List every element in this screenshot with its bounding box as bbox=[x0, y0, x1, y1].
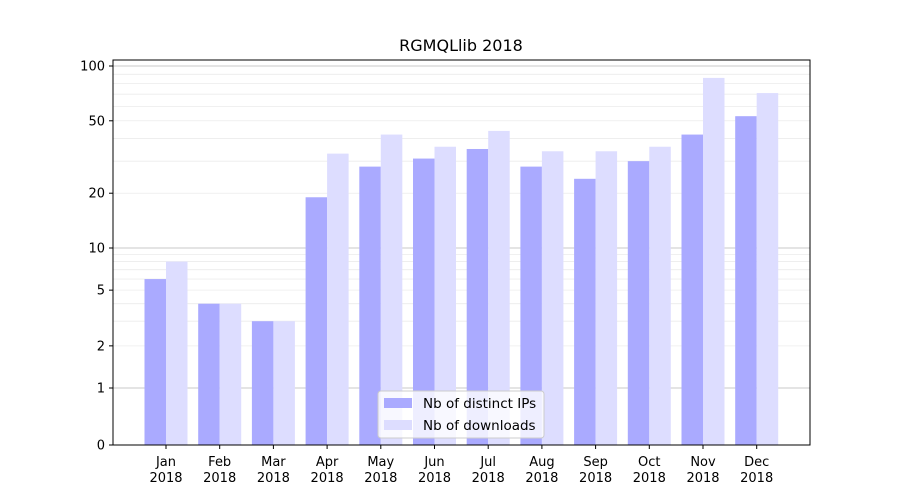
plot-frame bbox=[112, 59, 811, 446]
y-tick-label: 20 bbox=[88, 187, 105, 202]
x-tick-label: Dec 2018 bbox=[740, 455, 773, 486]
legend-label-ips: Nb of distinct IPs bbox=[423, 396, 536, 412]
y-axis: 0 1 2 5 10 20 50 100 bbox=[80, 60, 113, 454]
bar-distinct-ips bbox=[413, 158, 435, 445]
x-tick-label: Sep 2018 bbox=[579, 455, 612, 486]
bar-downloads bbox=[756, 93, 779, 445]
bar-distinct-ips bbox=[520, 166, 542, 445]
bar-downloads bbox=[327, 153, 349, 445]
x-axis: Jan 2018 Feb 2018 Mar 2018 Apr 2018 May 2018 Jun 20… bbox=[149, 445, 773, 486]
y-tick-label: 5 bbox=[97, 284, 105, 299]
y-tick-label: 10 bbox=[88, 242, 105, 257]
x-tick-label: Aug 2018 bbox=[525, 455, 558, 486]
bar-distinct-ips bbox=[735, 116, 757, 445]
bar-downloads bbox=[273, 321, 295, 445]
x-tick-label: Jun 2018 bbox=[418, 455, 451, 486]
bar-downloads bbox=[649, 146, 671, 446]
x-tick-label: May 2018 bbox=[364, 455, 397, 486]
bar-downloads bbox=[595, 151, 618, 445]
x-tick-label: Feb 2018 bbox=[203, 455, 236, 486]
bar-distinct-ips bbox=[359, 166, 381, 445]
bar-downloads bbox=[703, 77, 725, 446]
y-tick-label: 50 bbox=[88, 114, 105, 129]
legend-label-downloads: Nb of downloads bbox=[423, 418, 536, 434]
bar-distinct-ips bbox=[305, 197, 328, 445]
bar-downloads bbox=[434, 146, 456, 446]
x-tick-label: Jul 2018 bbox=[472, 455, 505, 486]
bar-layer bbox=[144, 77, 779, 446]
y-tick-label: 1 bbox=[97, 382, 105, 397]
x-tick-label: Mar 2018 bbox=[257, 455, 290, 486]
bar-distinct-ips bbox=[627, 161, 650, 445]
legend-swatch-ips bbox=[384, 398, 412, 408]
bar-downloads bbox=[219, 303, 242, 445]
legend: Nb of distinct IPs Nb of downloads bbox=[377, 390, 545, 439]
bar-downloads bbox=[380, 134, 403, 445]
bar-distinct-ips bbox=[198, 303, 220, 445]
y-tick-label: 2 bbox=[97, 339, 105, 354]
bar-distinct-ips bbox=[681, 134, 703, 445]
legend-box bbox=[377, 390, 545, 439]
bar-downloads bbox=[488, 130, 510, 446]
x-tick-label: Jan 2018 bbox=[149, 455, 182, 486]
x-tick-label: Nov 2018 bbox=[686, 455, 719, 486]
bar-distinct-ips bbox=[144, 279, 166, 445]
legend-swatch-downloads bbox=[384, 420, 412, 430]
chart-title: RGMQLlib 2018 bbox=[399, 36, 523, 55]
x-tick-label: Oct 2018 bbox=[633, 455, 666, 486]
x-tick-label: Apr 2018 bbox=[311, 455, 344, 486]
bar-distinct-ips bbox=[466, 148, 489, 445]
bar-distinct-ips bbox=[251, 321, 274, 445]
bar-downloads bbox=[166, 261, 188, 445]
y-tick-label: 0 bbox=[97, 439, 105, 454]
bar-distinct-ips bbox=[574, 178, 596, 445]
y-tick-label: 100 bbox=[80, 60, 105, 75]
bar-downloads bbox=[541, 151, 564, 445]
